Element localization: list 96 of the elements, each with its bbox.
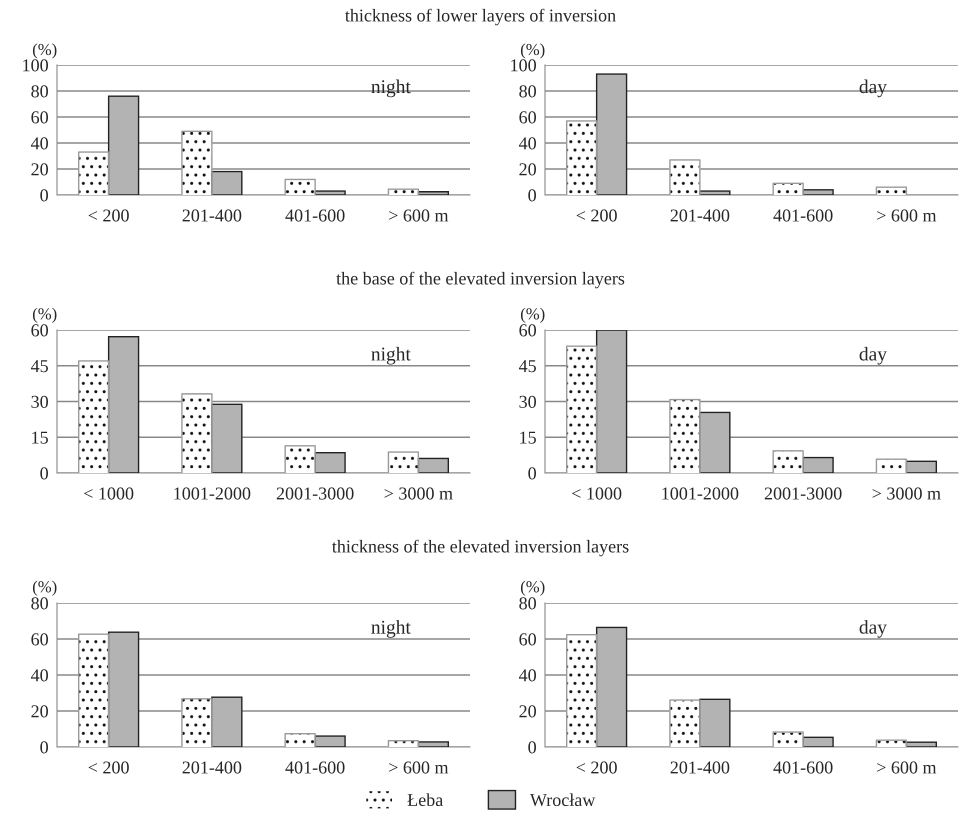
y-tick-label: 40 [518, 669, 536, 682]
y-tick-label: 100 [511, 59, 536, 72]
bar [802, 456, 834, 473]
bar [211, 404, 243, 473]
y-axis-title: (%) [32, 308, 56, 323]
y-tick-label: 15 [32, 432, 48, 444]
y-tick-label: 0 [40, 741, 48, 754]
bar [108, 336, 140, 473]
y-tick-label: 30 [31, 396, 48, 408]
y-tick-label: 0 [40, 189, 48, 202]
bar [108, 96, 140, 195]
y-tick-label: 0 [528, 189, 536, 202]
bar [906, 460, 938, 473]
bar [699, 412, 731, 473]
y-tick-label: 20 [519, 163, 536, 176]
annotation: day [860, 620, 887, 638]
annotation: day [860, 346, 887, 365]
annotation: night [371, 620, 411, 638]
bar [906, 741, 938, 747]
y-tick-label: 60 [519, 324, 536, 336]
y-tick-label: 0 [528, 467, 536, 480]
bar [314, 452, 346, 473]
x-tick-label: 201-400 [670, 209, 730, 222]
bar [211, 696, 243, 747]
y-tick-label: 20 [519, 705, 536, 718]
x-tick-label: 1001-2000 [174, 487, 250, 500]
x-tick-label: 401-600 [773, 209, 833, 222]
x-tick-label: 201-400 [182, 209, 242, 222]
x-tick-label: 201-400 [182, 761, 242, 774]
legend-label: Wrocław [530, 793, 596, 806]
chart-title: thickness of lower layers of inversion [345, 8, 616, 26]
x-tick-label: < 1000 [84, 487, 134, 500]
bar [596, 330, 628, 473]
y-tick-label: 60 [519, 633, 536, 646]
bar [699, 698, 731, 747]
y-tick-label: 45 [518, 360, 536, 372]
y-tick-label: 80 [519, 85, 536, 98]
y-tick-label: 30 [519, 396, 536, 408]
x-tick-label: < 1000 [572, 487, 622, 500]
bar [802, 736, 834, 747]
y-tick-label: 0 [528, 741, 536, 754]
x-tick-label: > 600 m [389, 209, 448, 222]
y-tick-label: 0 [40, 467, 48, 480]
x-tick-label: 401-600 [773, 761, 833, 774]
annotation: night [371, 346, 411, 365]
y-tick-label: 40 [30, 137, 48, 150]
x-tick-label: 201-400 [670, 761, 730, 774]
y-tick-label: 80 [31, 85, 48, 98]
y-axis-title: (%) [520, 308, 544, 323]
x-tick-label: < 200 [88, 761, 129, 774]
chart-title: the base of the elevated inversion layers [336, 272, 624, 288]
y-tick-label: 100 [23, 59, 48, 72]
chart-title: thickness of the elevated inversion layers [332, 540, 628, 556]
x-tick-label: < 200 [576, 209, 617, 222]
legend-label: Łeba [408, 793, 443, 806]
y-tick-label: 60 [519, 111, 536, 124]
x-tick-label: 2001-3000 [764, 487, 842, 500]
y-tick-label: 20 [31, 705, 48, 718]
y-tick-label: 80 [519, 597, 536, 610]
y-tick-label: 60 [31, 111, 48, 124]
y-tick-label: 15 [520, 432, 536, 444]
x-tick-label: < 200 [576, 761, 617, 774]
x-tick-label: > 600 m [389, 761, 448, 774]
y-tick-label: 60 [31, 633, 48, 646]
bar [314, 190, 346, 195]
bar [108, 631, 140, 747]
y-tick-label: 80 [31, 597, 48, 610]
y-tick-label: 45 [30, 360, 48, 372]
bar [802, 189, 834, 195]
bar [418, 458, 450, 473]
y-axis-title: (%) [32, 580, 56, 596]
annotation: day [860, 80, 887, 98]
x-tick-label: 1001-2000 [662, 487, 738, 500]
y-axis-title: (%) [520, 580, 544, 596]
bar [596, 73, 628, 195]
bar [314, 735, 346, 747]
x-tick-label: < 200 [88, 209, 129, 222]
x-tick-label: 2001-3000 [276, 487, 354, 500]
x-tick-label: > 600 m [877, 209, 936, 222]
y-tick-label: 60 [31, 324, 48, 336]
y-axis-title: (%) [520, 43, 544, 58]
annotation: night [371, 80, 411, 98]
x-tick-label: > 600 m [877, 761, 936, 774]
y-axis-title: (%) [32, 43, 56, 58]
x-tick-label: 401-600 [285, 761, 345, 774]
bar [418, 191, 450, 195]
bar [699, 190, 731, 195]
bar [211, 170, 243, 195]
bar [596, 626, 628, 747]
x-tick-label: 401-600 [285, 209, 345, 222]
y-tick-label: 40 [30, 669, 48, 682]
y-tick-label: 20 [31, 163, 48, 176]
x-tick-label: > 3000 m [384, 487, 453, 500]
y-tick-label: 40 [518, 137, 536, 150]
bar [418, 741, 450, 747]
x-tick-label: > 3000 m [872, 487, 941, 500]
